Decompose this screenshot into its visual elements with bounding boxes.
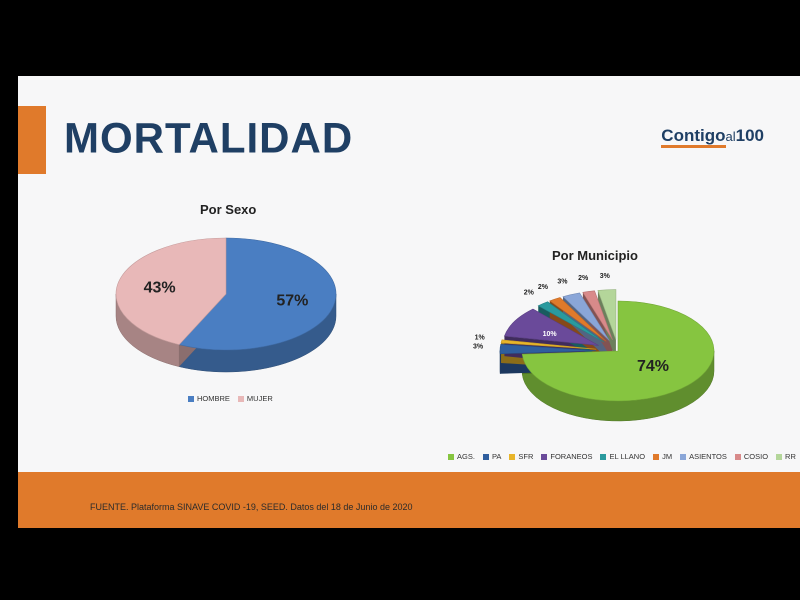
logo-part1: Contigo bbox=[661, 126, 726, 148]
legend1-swatch bbox=[776, 453, 783, 460]
legend0-item-HOMBRE: HOMBRE bbox=[188, 394, 230, 403]
pie1-slice-ASIENTOS bbox=[562, 292, 610, 341]
pie0-data-label-HOMBRE: 57% bbox=[276, 293, 308, 310]
pie1-data-label-PA: 3% bbox=[473, 344, 484, 351]
pie-chart-sexo: 57%43%74%3%1%10%2%2%3%2% 3% bbox=[115, 237, 715, 422]
pie1-slice-JM bbox=[549, 297, 607, 342]
pie1-slice-RR bbox=[597, 289, 617, 340]
legend0-item-MUJER: MUJER bbox=[237, 394, 273, 403]
pie1-slice-SFR bbox=[500, 339, 597, 350]
footer-bar: FUENTE. Plataforma SINAVE COVID -19, SEE… bbox=[18, 472, 800, 528]
pie1-slice-FORANEOS bbox=[504, 308, 599, 346]
legend1-swatch bbox=[448, 453, 454, 460]
legend1-item-ASIENTOS: ASIENTOS bbox=[680, 452, 727, 461]
legend1-swatch bbox=[680, 453, 687, 460]
chart-title-municipio: Por Municipio bbox=[552, 248, 638, 263]
legend0-label: MUJER bbox=[246, 394, 273, 403]
pie1-data-label-COSIO: 2% bbox=[578, 275, 589, 282]
legend1-item-FORANEOS: FORANEOS bbox=[541, 452, 592, 461]
legend1-label: ASIENTOS bbox=[689, 452, 727, 461]
legend0-label: HOMBRE bbox=[197, 394, 230, 403]
legend1-swatch bbox=[541, 453, 548, 460]
pie1-data-label-RR: 3% bbox=[600, 273, 611, 280]
legend1-swatch bbox=[734, 453, 741, 460]
pie1-data-label-AGS.: 74% bbox=[637, 358, 669, 375]
chart-title-sexo: Por Sexo bbox=[200, 202, 257, 217]
brand-logo: Contigoal100 bbox=[661, 126, 764, 148]
slide: MORTALIDAD Contigoal100 Por Sexo 57% 43% 7… bbox=[18, 76, 800, 528]
legend-municipio: AGS. PA SFR FORANEOS EL LLANO JM ASIENTOS COSIO… bbox=[448, 452, 796, 461]
legend1-item-RR: RR bbox=[776, 452, 796, 461]
legend1-swatch bbox=[482, 453, 489, 460]
legend1-item-JM: JM bbox=[653, 452, 672, 461]
pie1-slice-COSIO bbox=[582, 290, 613, 341]
legend1-item-AGS.: AGS. bbox=[448, 452, 475, 461]
legend0-swatch bbox=[188, 395, 194, 402]
pie0-data-label-MUJER: 43% bbox=[144, 279, 176, 296]
legend0-swatch bbox=[237, 395, 244, 402]
pie1-slice-PA bbox=[499, 344, 597, 355]
legend1-item-EL LLANO: EL LLANO bbox=[600, 452, 645, 461]
pie1-data-label-ASIENTOS: 3% bbox=[557, 279, 568, 286]
legend1-label: EL LLANO bbox=[609, 452, 646, 461]
pie1-slice-AGS. bbox=[521, 300, 715, 402]
title-accent-bar bbox=[18, 106, 46, 174]
legend1-item-PA: PA bbox=[482, 452, 502, 461]
pie0-slice-HOMBRE bbox=[178, 237, 337, 351]
logo-part3: 100 bbox=[735, 126, 764, 145]
pie1-slice-EL LLANO bbox=[537, 301, 605, 343]
legend1-label: SFR bbox=[518, 452, 534, 461]
legend1-label: COSIO bbox=[743, 452, 769, 461]
logo-part2: al bbox=[725, 129, 736, 144]
legend1-item-COSIO: COSIO bbox=[734, 452, 769, 461]
legend-sexo: HOMBRE MUJER bbox=[188, 394, 273, 403]
pie1-data-label-SFR: 1% bbox=[475, 335, 486, 342]
legend1-label: JM bbox=[662, 452, 673, 461]
source-note: FUENTE. Plataforma SINAVE COVID -19, SEE… bbox=[90, 502, 413, 512]
legend1-swatch bbox=[509, 453, 516, 460]
pie1-data-label-EL LLANO: 2% bbox=[524, 289, 535, 296]
legend1-label: PA bbox=[491, 452, 502, 461]
pie1-data-label-JM: 2% bbox=[538, 284, 549, 291]
legend1-label: FORANEOS bbox=[550, 452, 593, 461]
pie0-slice-MUJER bbox=[115, 237, 227, 346]
legend1-swatch bbox=[600, 453, 607, 460]
legend1-swatch bbox=[653, 453, 660, 460]
legend1-label: AGS. bbox=[457, 452, 475, 461]
legend1-label: RR bbox=[785, 452, 796, 461]
pie1-data-label-FORANEOS: 10% bbox=[543, 331, 558, 338]
legend1-item-SFR: SFR bbox=[509, 452, 533, 461]
page-title: MORTALIDAD bbox=[64, 113, 354, 162]
